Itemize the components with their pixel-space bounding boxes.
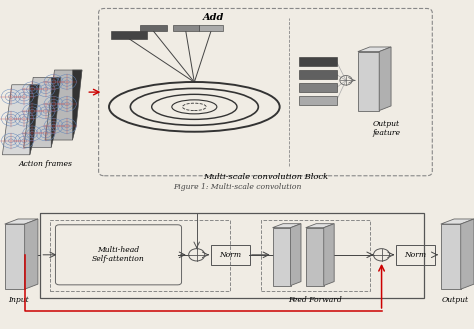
- Polygon shape: [2, 85, 39, 155]
- Polygon shape: [273, 228, 291, 286]
- Polygon shape: [5, 224, 25, 289]
- Bar: [111, 31, 147, 39]
- Bar: [173, 25, 199, 31]
- Polygon shape: [273, 224, 301, 228]
- Text: Output
feature: Output feature: [372, 120, 401, 137]
- Polygon shape: [291, 224, 301, 286]
- Text: Input: Input: [8, 296, 28, 304]
- Bar: [299, 57, 337, 66]
- Bar: [299, 96, 337, 105]
- Bar: [299, 70, 337, 79]
- Text: Add: Add: [202, 13, 224, 22]
- Polygon shape: [461, 219, 474, 289]
- Text: Multi-scale convolution Block: Multi-scale convolution Block: [203, 172, 328, 181]
- Bar: [299, 83, 337, 92]
- Polygon shape: [358, 52, 379, 111]
- Polygon shape: [306, 224, 334, 228]
- Polygon shape: [324, 224, 334, 286]
- Polygon shape: [358, 47, 391, 52]
- Polygon shape: [441, 219, 474, 224]
- Text: Norm: Norm: [219, 251, 241, 259]
- Text: Multi-head
Self-attention: Multi-head Self-attention: [92, 246, 145, 264]
- Polygon shape: [30, 85, 39, 155]
- Polygon shape: [5, 219, 38, 224]
- Bar: [199, 25, 223, 31]
- Polygon shape: [24, 77, 61, 147]
- Polygon shape: [306, 228, 324, 286]
- Text: Output: Output: [441, 296, 469, 304]
- Text: Feed Forward: Feed Forward: [288, 296, 342, 304]
- Polygon shape: [45, 70, 82, 140]
- Polygon shape: [441, 224, 461, 289]
- Bar: [140, 25, 167, 31]
- Polygon shape: [51, 77, 61, 147]
- Polygon shape: [379, 47, 391, 111]
- Text: Action frames: Action frames: [18, 160, 72, 168]
- Polygon shape: [25, 219, 38, 289]
- Text: Norm: Norm: [405, 251, 427, 259]
- Text: Figure 1: Multi-scale convolution: Figure 1: Multi-scale convolution: [173, 183, 301, 190]
- Polygon shape: [73, 70, 82, 140]
